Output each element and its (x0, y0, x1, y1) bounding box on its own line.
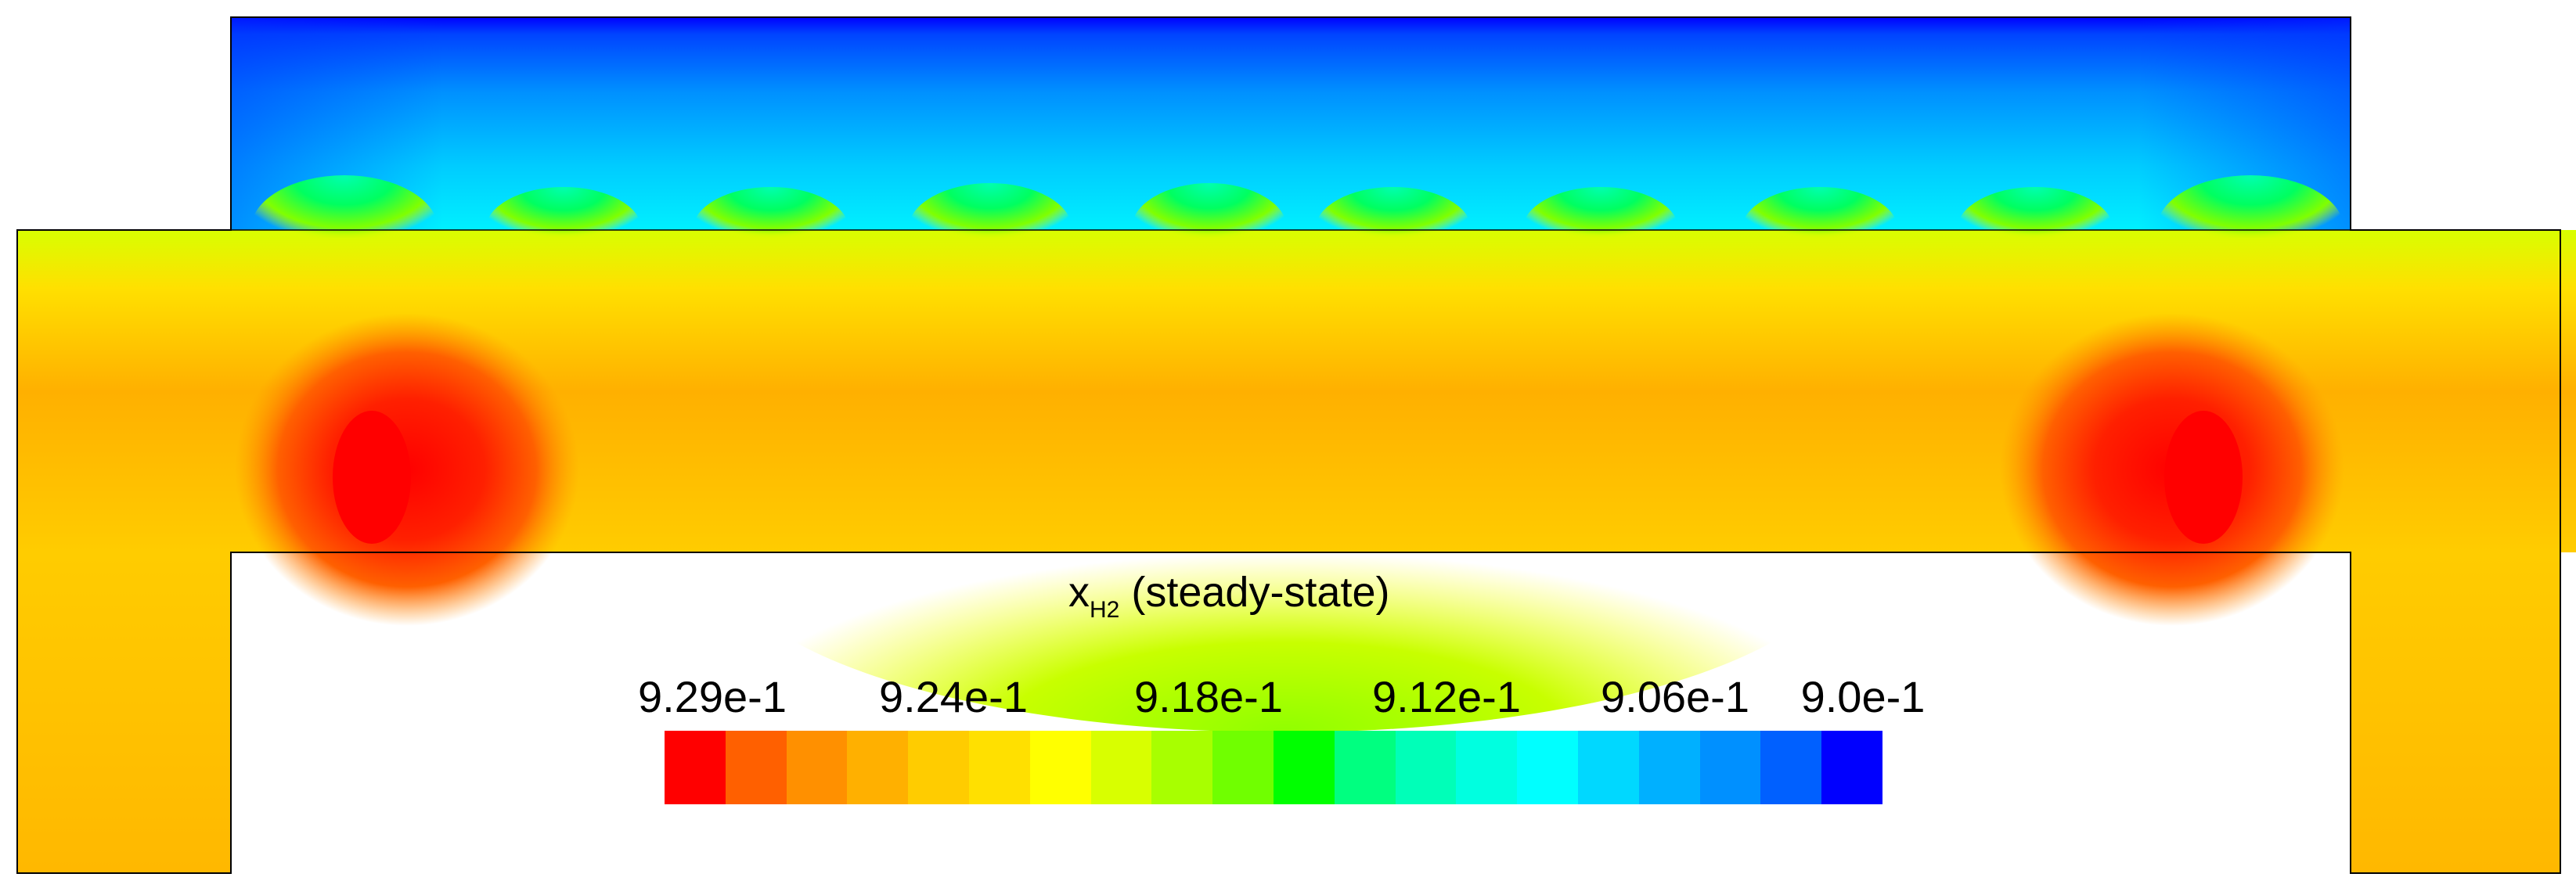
legend-tick-label: 9.29e-1 (638, 672, 787, 721)
legend-color-cell (1395, 731, 1457, 804)
legend-title: xH2 (steady-state) (1068, 568, 1389, 624)
legend-color-cell (725, 731, 787, 804)
legend-color-cell (1151, 731, 1213, 804)
title-subscript: H2 (1090, 597, 1120, 623)
legend-tick-label: 9.0e-1 (1800, 672, 1926, 721)
legend-tick-label: 9.24e-1 (879, 672, 1028, 721)
legend-color-cell (1456, 731, 1518, 804)
legend-color-cell (1821, 731, 1882, 804)
legend-color-cell (1334, 731, 1396, 804)
hot-core-left (333, 411, 411, 544)
left-leg (17, 552, 231, 873)
legend-tick-label: 9.06e-1 (1601, 672, 1749, 721)
legend-color-cell (847, 731, 909, 804)
legend-color-cell (1699, 731, 1761, 804)
legend-tick-label: 9.18e-1 (1134, 672, 1283, 721)
legend-color-cell (1517, 731, 1578, 804)
legend-color-cell (1090, 731, 1152, 804)
legend-color-cell (1029, 731, 1091, 804)
legend-color-cell (968, 731, 1030, 804)
legend-color-cell (786, 731, 848, 804)
title-var: x (1068, 569, 1090, 616)
legend-color-cell (1577, 731, 1639, 804)
legend-color-cell (908, 731, 969, 804)
legend-color-cell (1212, 731, 1274, 804)
legend-color-cell (1273, 731, 1335, 804)
right-leg (2351, 552, 2560, 873)
legend-color-cell (1760, 731, 1822, 804)
legend-color-cell (1638, 731, 1700, 804)
title-suffix: (steady-state) (1119, 569, 1390, 616)
hot-core-right (2164, 411, 2243, 544)
color-legend-bar (665, 731, 1882, 804)
legend-color-cell (665, 731, 726, 804)
legend-tick-label: 9.12e-1 (1372, 672, 1521, 721)
